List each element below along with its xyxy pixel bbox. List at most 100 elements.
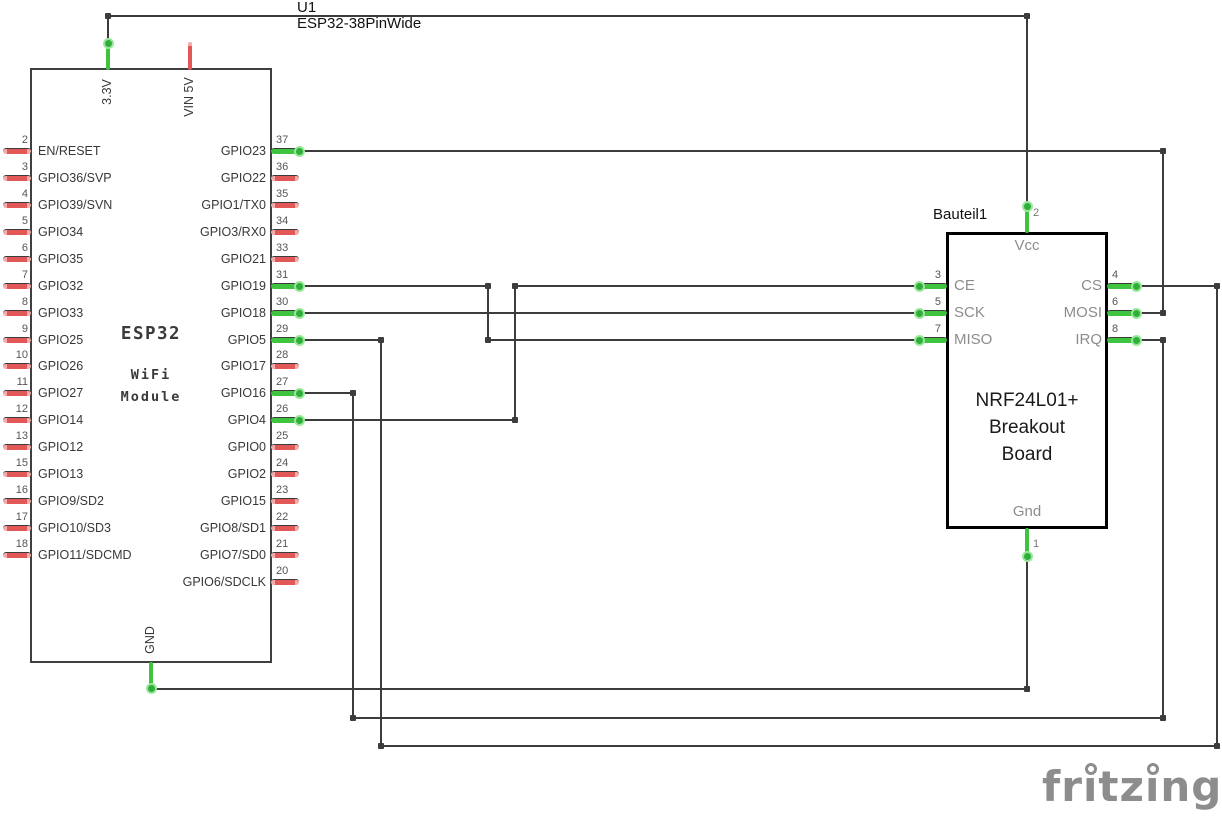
wire-gnd-to-gnd-endpoint[interactable] bbox=[1022, 551, 1033, 562]
wire-gnd-to-gnd-segment[interactable] bbox=[1026, 555, 1028, 690]
wire-gpio19-to-miso-bendpoint[interactable] bbox=[485, 283, 491, 289]
esp32-pin-28[interactable] bbox=[271, 363, 299, 369]
wire-gpio19-to-miso-segment[interactable] bbox=[298, 285, 489, 287]
wire-gpio4-to-ce-bendpoint[interactable] bbox=[512, 417, 518, 423]
wire-gpio16-to-irq-endpoint[interactable] bbox=[1131, 335, 1142, 346]
esp32-pin-13[interactable] bbox=[3, 444, 31, 450]
wire-gpio5-to-cs-segment[interactable] bbox=[298, 339, 382, 341]
wire-gpio5-to-cs-segment[interactable] bbox=[380, 339, 382, 747]
wire-gpio16-to-irq-bendpoint[interactable] bbox=[350, 390, 356, 396]
esp32-pin-36[interactable] bbox=[271, 175, 299, 181]
esp32-pin-2[interactable] bbox=[3, 148, 31, 154]
esp32-pin-4[interactable] bbox=[3, 202, 31, 208]
esp32-pin-20[interactable] bbox=[271, 579, 299, 585]
esp32-pin-11[interactable] bbox=[3, 390, 31, 396]
wire-3v3-to-vcc-segment[interactable] bbox=[107, 15, 1028, 17]
wire-gpio5-to-cs-bendpoint[interactable] bbox=[378, 743, 384, 749]
esp32-pin-25[interactable] bbox=[271, 444, 299, 450]
esp32-pin-22[interactable] bbox=[271, 525, 299, 531]
wire-gpio23-to-mosi-bendpoint[interactable] bbox=[1160, 148, 1166, 154]
wire-gpio23-to-mosi-segment[interactable] bbox=[298, 150, 1164, 152]
nrf-pin-1[interactable] bbox=[1025, 528, 1029, 556]
wire-gpio5-to-cs-segment[interactable] bbox=[1135, 285, 1218, 287]
wire-gpio23-to-mosi-endpoint[interactable] bbox=[1131, 308, 1142, 319]
esp32-pin-34[interactable] bbox=[271, 229, 299, 235]
wire-gpio4-to-ce-segment[interactable] bbox=[514, 285, 920, 287]
esp32-pin-18[interactable] bbox=[3, 552, 31, 558]
wire-gpio19-to-miso-endpoint[interactable] bbox=[914, 335, 925, 346]
wire-gpio19-to-miso-segment[interactable] bbox=[487, 339, 920, 341]
wire-gpio16-to-irq-segment[interactable] bbox=[352, 392, 354, 719]
esp32-pin-29[interactable] bbox=[271, 337, 299, 343]
wire-gpio23-to-mosi-segment[interactable] bbox=[1135, 312, 1164, 314]
wire-gpio5-to-cs-segment[interactable] bbox=[380, 745, 1218, 747]
esp32-pin-21[interactable] bbox=[271, 552, 299, 558]
esp32-pin-vin-5v[interactable] bbox=[188, 42, 192, 70]
nrf-pin-7[interactable] bbox=[919, 337, 947, 343]
wire-gpio19-to-miso-bendpoint[interactable] bbox=[485, 337, 491, 343]
wire-gpio4-to-ce-endpoint[interactable] bbox=[294, 415, 305, 426]
esp32-pin-7[interactable] bbox=[3, 283, 31, 289]
nrf-pin-3[interactable] bbox=[919, 283, 947, 289]
wire-gpio16-to-irq-segment[interactable] bbox=[1135, 339, 1164, 341]
esp32-pin-31[interactable] bbox=[271, 283, 299, 289]
wire-3v3-to-vcc-endpoint[interactable] bbox=[1022, 201, 1033, 212]
wire-gnd-to-gnd-segment[interactable] bbox=[150, 688, 1028, 690]
nrf-pin-8[interactable] bbox=[1107, 337, 1135, 343]
esp32-pin-16[interactable] bbox=[3, 498, 31, 504]
esp32-pin-15[interactable] bbox=[3, 471, 31, 477]
wire-gpio16-to-irq-segment[interactable] bbox=[352, 717, 1164, 719]
wire-gpio23-to-mosi-endpoint[interactable] bbox=[294, 146, 305, 157]
esp32-pin-23[interactable] bbox=[271, 498, 299, 504]
wire-gpio5-to-cs-bendpoint[interactable] bbox=[1214, 743, 1220, 749]
nrf-pin-2[interactable] bbox=[1025, 205, 1029, 233]
wire-gpio5-to-cs-bendpoint[interactable] bbox=[1214, 283, 1220, 289]
nrf-pin-5[interactable] bbox=[919, 310, 947, 316]
wire-gpio5-to-cs-segment[interactable] bbox=[1216, 285, 1218, 747]
wire-gpio5-to-cs-bendpoint[interactable] bbox=[378, 337, 384, 343]
esp32-pin-24[interactable] bbox=[271, 471, 299, 477]
esp32-pin-35[interactable] bbox=[271, 202, 299, 208]
wire-gpio5-to-cs-endpoint[interactable] bbox=[294, 335, 305, 346]
wire-gpio16-to-irq-endpoint[interactable] bbox=[294, 388, 305, 399]
esp32-pin-26[interactable] bbox=[271, 417, 299, 423]
esp32-pin-gnd[interactable] bbox=[149, 662, 153, 690]
esp32-pin-27[interactable] bbox=[271, 390, 299, 396]
esp32-pin-8[interactable] bbox=[3, 310, 31, 316]
esp32-pin-17[interactable] bbox=[3, 525, 31, 531]
wire-gpio23-to-mosi-bendpoint[interactable] bbox=[1160, 310, 1166, 316]
wire-3v3-to-vcc-endpoint[interactable] bbox=[103, 38, 114, 49]
wire-3v3-to-vcc-bendpoint[interactable] bbox=[1024, 13, 1030, 19]
nrf-pin-4[interactable] bbox=[1107, 283, 1135, 289]
wire-gpio18-to-sck-endpoint[interactable] bbox=[294, 308, 305, 319]
esp32-pin-5[interactable] bbox=[3, 229, 31, 235]
wire-gpio18-to-sck-endpoint[interactable] bbox=[914, 308, 925, 319]
wire-3v3-to-vcc-segment[interactable] bbox=[1026, 15, 1028, 207]
esp32-pin-33[interactable] bbox=[271, 256, 299, 262]
wire-gpio4-to-ce-segment[interactable] bbox=[514, 285, 516, 421]
wire-gpio16-to-irq-bendpoint[interactable] bbox=[350, 715, 356, 721]
esp32-pin-30[interactable] bbox=[271, 310, 299, 316]
wire-gpio23-to-mosi-segment[interactable] bbox=[1162, 150, 1164, 314]
wire-gpio16-to-irq-bendpoint[interactable] bbox=[1160, 715, 1166, 721]
esp32-pin-10[interactable] bbox=[3, 363, 31, 369]
wire-gpio5-to-cs-endpoint[interactable] bbox=[1131, 281, 1142, 292]
wire-gnd-to-gnd-endpoint[interactable] bbox=[146, 683, 157, 694]
wire-3v3-to-vcc-segment[interactable] bbox=[107, 15, 109, 44]
wire-3v3-to-vcc-bendpoint[interactable] bbox=[105, 13, 111, 19]
wire-gpio4-to-ce-bendpoint[interactable] bbox=[512, 283, 518, 289]
wire-gpio4-to-ce-segment[interactable] bbox=[298, 419, 516, 421]
wire-gpio19-to-miso-endpoint[interactable] bbox=[294, 281, 305, 292]
wire-gpio16-to-irq-segment[interactable] bbox=[298, 392, 354, 394]
esp32-pin-3[interactable] bbox=[3, 175, 31, 181]
wire-gpio4-to-ce-endpoint[interactable] bbox=[914, 281, 925, 292]
wire-gnd-to-gnd-bendpoint[interactable] bbox=[1024, 686, 1030, 692]
nrf24-component[interactable] bbox=[946, 232, 1108, 529]
esp32-pin-12[interactable] bbox=[3, 417, 31, 423]
esp32-component[interactable] bbox=[30, 68, 272, 663]
wire-gpio18-to-sck-segment[interactable] bbox=[298, 312, 920, 314]
wire-gpio16-to-irq-segment[interactable] bbox=[1162, 339, 1164, 719]
esp32-pin-3v3[interactable] bbox=[106, 42, 110, 70]
wire-gpio16-to-irq-bendpoint[interactable] bbox=[1160, 337, 1166, 343]
esp32-pin-6[interactable] bbox=[3, 256, 31, 262]
